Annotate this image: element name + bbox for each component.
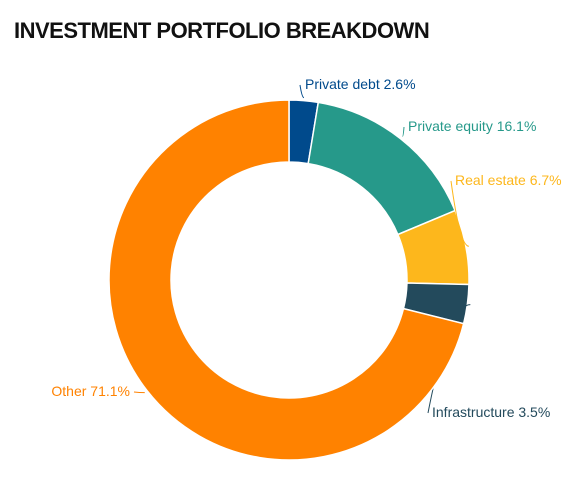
slice-label: Private equity 16.1%	[408, 118, 536, 134]
slice-name: Real estate	[455, 172, 526, 188]
donut-slice	[108, 99, 465, 461]
slice-label: Other 71.1%	[51, 383, 130, 399]
slice-value: 6.7%	[530, 172, 562, 188]
slice-label: Infrastructure 3.5%	[432, 404, 550, 420]
slice-label: Private debt 2.6%	[305, 76, 416, 92]
slice-name: Private equity	[408, 118, 493, 134]
leader-line	[299, 84, 305, 99]
leader-line	[402, 126, 405, 137]
slice-name: Other	[51, 383, 86, 399]
slice-value: 16.1%	[497, 118, 537, 134]
leader-line	[450, 180, 470, 247]
slice-name: Private debt	[305, 76, 380, 92]
chart-title: INVESTMENT PORTFOLIO BREAKDOWN	[14, 18, 429, 43]
leader-line	[133, 391, 145, 394]
slice-value: 3.5%	[518, 404, 550, 420]
slice-value: 71.1%	[90, 383, 130, 399]
slice-name: Infrastructure	[432, 404, 515, 420]
slice-value: 2.6%	[384, 76, 416, 92]
slice-label: Real estate 6.7%	[455, 172, 562, 188]
